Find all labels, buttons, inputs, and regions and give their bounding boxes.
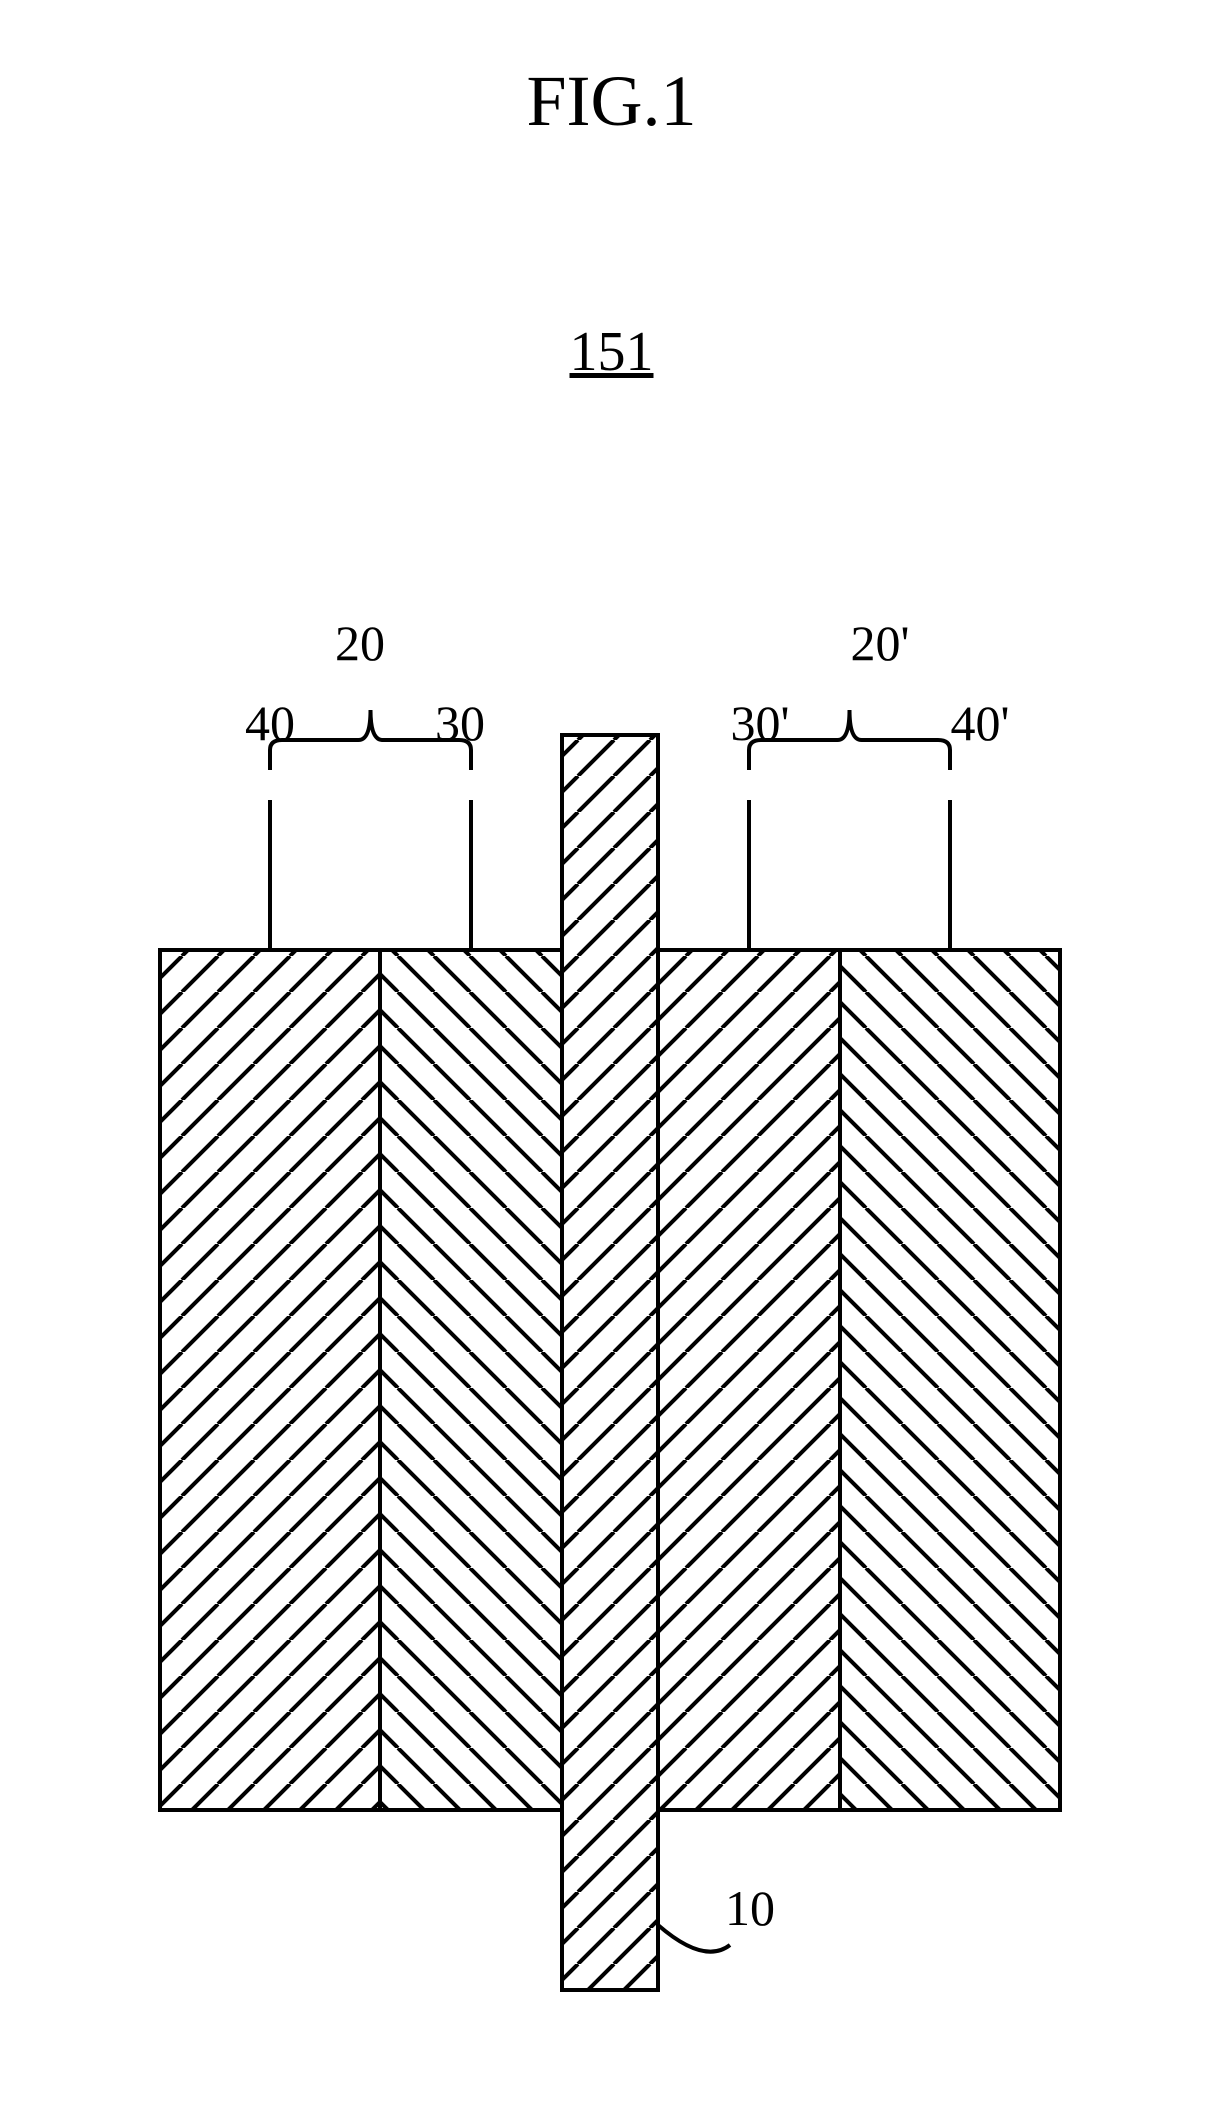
label-l10: 10 [725, 1880, 775, 1936]
label-r30p: 30' [730, 695, 789, 751]
label-l40: 40 [245, 695, 295, 751]
label-r40p: 40' [950, 695, 1009, 751]
figure-subtitle: 151 [570, 320, 654, 384]
label-group_right: 20' [850, 615, 909, 671]
label-l30: 30 [435, 695, 485, 751]
diagram-svg: 20 40 30 20' 30' 40' 10 [110, 560, 1110, 2010]
label-group_left: 20 [335, 615, 385, 671]
figure-title: FIG.1 [526, 60, 696, 143]
